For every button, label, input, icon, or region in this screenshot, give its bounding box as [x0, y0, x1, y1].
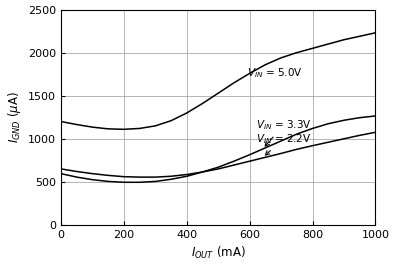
Text: $V_{IN}$ = 3.3V: $V_{IN}$ = 3.3V	[256, 119, 312, 146]
Y-axis label: $I_{GND}$ ($\mu$A): $I_{GND}$ ($\mu$A)	[6, 91, 23, 143]
Text: $V_{IN}$ = 5.0V: $V_{IN}$ = 5.0V	[246, 66, 302, 80]
Text: $V_{IN}$ = 2.2V: $V_{IN}$ = 2.2V	[256, 132, 311, 155]
X-axis label: $I_{OUT}$ (mA): $I_{OUT}$ (mA)	[191, 245, 246, 261]
